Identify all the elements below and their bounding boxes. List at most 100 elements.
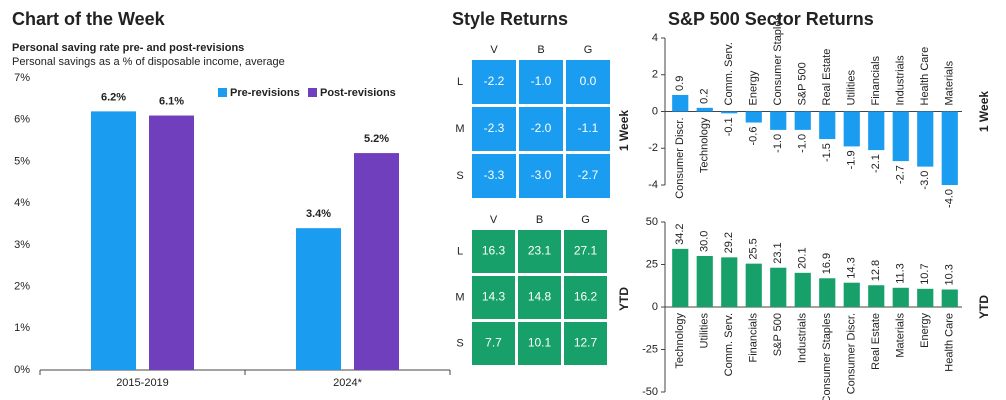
bar [745,111,762,123]
bar [672,248,689,307]
category-label: Utilities [699,313,711,349]
category-label: Industrials [797,313,809,364]
category-label: Health Care [919,47,931,106]
value-label: 30.0 [699,231,711,252]
y-axis-label: Personal savings as a % of disposable in… [12,56,285,68]
category-label: Real Estate [821,49,833,106]
category-label: Financials [748,313,760,363]
category-label: Consumer Staples [772,15,784,106]
y-tick-label: 2% [14,280,30,292]
x-tick-label: 2024* [333,377,362,389]
bar [91,111,136,370]
y-tick-label: 6% [14,114,30,126]
chart-title: Chart of the Week [12,9,166,29]
chart-title: S&P 500 Sector Returns [668,9,874,29]
y-tick-label: 0 [652,301,658,313]
category-label: Industrials [895,55,907,106]
cell-value: -2.2 [484,74,505,88]
legend-swatch [218,88,227,97]
heatmap-cell [472,154,516,198]
row-label: M [455,291,464,303]
side-label: 1 Week [977,91,991,132]
bar [819,278,836,307]
value-label: -3.0 [919,171,931,190]
cell-value: -2.3 [484,121,505,135]
category-label: Materials [895,313,907,358]
side-label: 1 Week [617,110,631,151]
category-label: Financials [870,55,882,105]
heatmap-cell [518,230,561,273]
y-tick-label: 50 [646,216,658,228]
y-tick-label: 4 [652,32,658,44]
heatmap-cell [519,154,563,198]
side-label: YTD [977,295,991,319]
value-label: 5.2% [364,133,389,145]
column-label: B [536,214,543,226]
category-label: Real Estate [870,313,882,370]
legend-swatch [308,88,317,97]
bar [843,282,860,307]
value-label: 14.3 [846,257,858,278]
bar [819,111,836,140]
category-label: Comm. Serv. [723,42,735,105]
value-label: 20.1 [797,247,809,268]
category-label: Materials [944,60,956,105]
cell-value: 16.2 [574,290,598,304]
value-label: -1.9 [846,150,858,169]
bar [843,111,860,147]
column-label: B [537,44,544,56]
heatmap-cell [564,322,607,365]
heatmap-cell [472,107,516,151]
row-label: L [457,245,463,257]
bar [917,111,934,167]
value-label: 0.9 [674,76,686,91]
cell-value: 14.8 [528,290,552,304]
cell-value: -3.3 [484,168,505,182]
value-label: -1.0 [797,134,809,153]
bar [149,115,194,371]
bar [892,111,909,162]
bar [354,153,399,370]
heatmap-cell [472,276,515,319]
cell-value: 27.1 [574,244,598,258]
bar [721,111,738,114]
category-label: S&P 500 [797,62,809,105]
value-label: 6.1% [159,95,184,107]
heatmap-cell [564,276,607,319]
value-label: 25.5 [748,238,760,259]
value-label: 29.2 [723,232,735,253]
heatmap-cell [518,276,561,319]
value-label: -1.0 [772,134,784,153]
cell-value: 7.7 [485,336,502,350]
value-label: 3.4% [306,208,331,220]
value-label: 6.2% [101,91,126,103]
category-label: Energy [748,70,760,105]
cell-value: -2.7 [578,168,599,182]
cell-value: 0.0 [580,74,597,88]
value-label: 10.3 [944,264,956,285]
category-label: Consumer Discr. [674,118,686,199]
value-label: -4.0 [944,189,956,208]
y-tick-label: 5% [14,155,30,167]
cell-value: 14.3 [482,290,506,304]
heatmap-cell [566,107,610,151]
column-label: V [490,44,498,56]
y-tick-label: 0% [14,364,30,376]
bar [770,111,787,130]
bar [696,107,713,112]
category-label: Health Care [944,313,956,372]
column-label: G [584,44,593,56]
x-tick-label: 2015-2019 [116,377,169,389]
row-label: L [457,76,463,88]
bar [770,267,787,307]
y-tick-label: -50 [642,386,658,398]
chart-subtitle: Personal saving rate pre- and post-revis… [12,42,244,54]
y-tick-label: -25 [642,343,658,355]
value-label: 10.7 [919,263,931,284]
heatmap-cell [566,60,610,104]
category-label: Energy [919,313,931,348]
category-label: Utilities [846,70,858,106]
y-tick-label: 1% [14,322,30,334]
category-label: S&P 500 [772,313,784,356]
